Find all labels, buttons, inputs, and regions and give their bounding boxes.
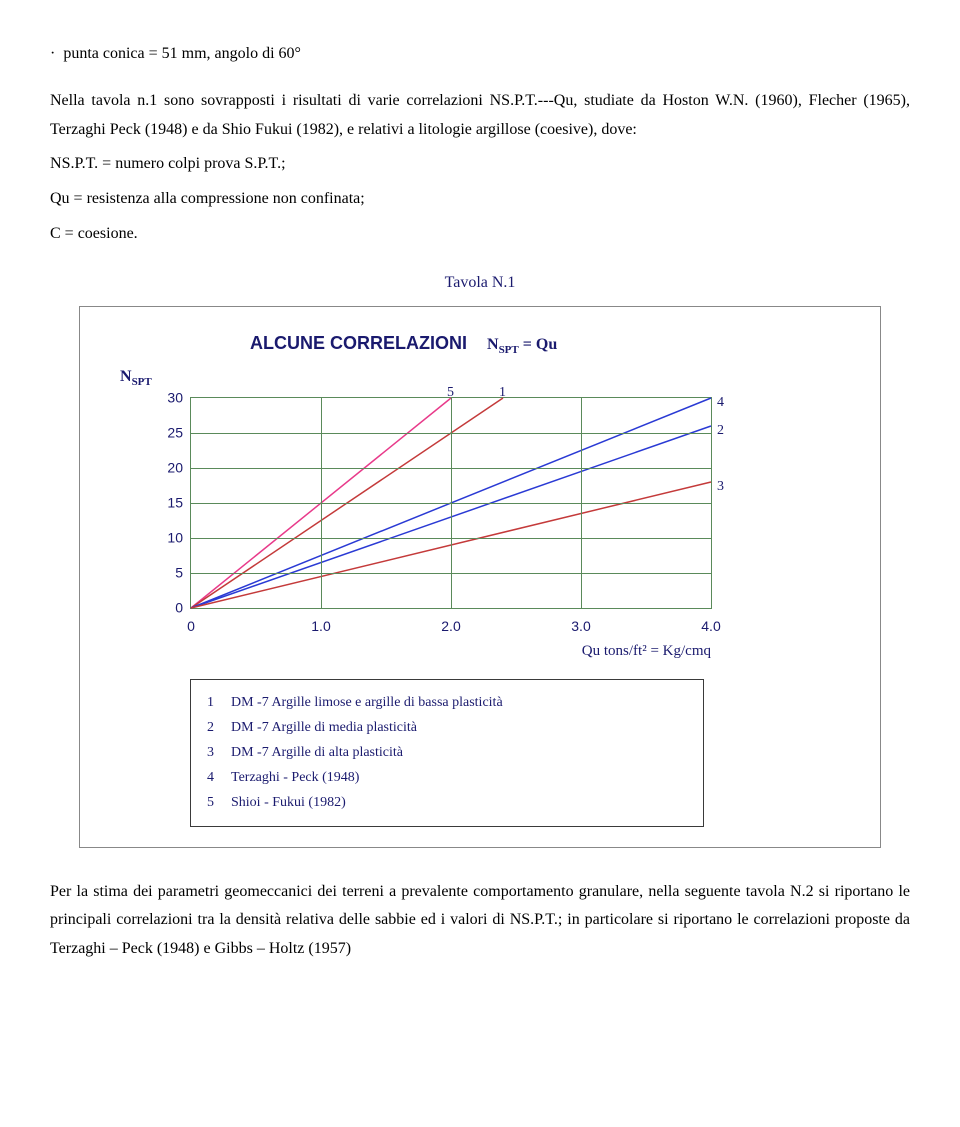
- legend-text-5: Shioi - Fukui (1982): [231, 790, 346, 815]
- ytick: 15: [167, 490, 183, 515]
- grid-h: [191, 468, 711, 469]
- intro-p1a: Nella tavola n.1 sono sovrapposti i risu…: [50, 92, 501, 109]
- legend-num-5: 5: [207, 790, 231, 815]
- legend-row-3: 3DM -7 Argille di alta plasticità: [207, 740, 687, 765]
- grid-h: [191, 573, 711, 574]
- xtick: 2.0: [441, 614, 460, 639]
- series-label-3: 3: [717, 474, 724, 499]
- chart-title-row: ALCUNE CORRELAZIONI NSPT = Qu: [120, 327, 840, 361]
- intro-p2c: = numero colpi prova S.P.T.;: [98, 155, 285, 172]
- legend-row-1: 1DM -7 Argille limose e argille di bassa…: [207, 690, 687, 715]
- intro-p4: C = coesione.: [50, 220, 910, 249]
- legend-num-1: 1: [207, 690, 231, 715]
- grid-h: [191, 433, 711, 434]
- y-axis-label-sub: SPT: [132, 376, 152, 388]
- chart-title: ALCUNE CORRELAZIONI: [250, 327, 467, 359]
- chart-outer-box: ALCUNE CORRELAZIONI NSPT = Qu NSPT Qu to…: [79, 306, 881, 848]
- ytick: 25: [167, 420, 183, 445]
- chart-title-eq: NSPT = Qu: [487, 331, 557, 361]
- series-label-5: 5: [447, 380, 454, 405]
- intro-p2: NS.P.T. = numero colpi prova S.P.T.;: [50, 150, 910, 179]
- intro-p1: Nella tavola n.1 sono sovrapposti i risu…: [50, 87, 910, 145]
- bullet-line: · punta conica = 51 mm, angolo di 60°: [50, 40, 910, 69]
- series-label-4: 4: [717, 390, 724, 415]
- legend-text-1: DM -7 Argille limose e argille di bassa …: [231, 690, 503, 715]
- xtick: 0: [187, 614, 195, 639]
- xtick: 4.0: [701, 614, 720, 639]
- eq-left: N: [487, 336, 499, 353]
- legend-num-3: 3: [207, 740, 231, 765]
- footer-p: Per la stima dei parametri geomeccanici …: [50, 878, 910, 964]
- intro-p2a: N: [50, 155, 62, 172]
- ytick: 5: [175, 560, 183, 585]
- y-axis-label: NSPT: [120, 363, 152, 393]
- legend-num-2: 2: [207, 715, 231, 740]
- y-axis-label-n: N: [120, 368, 132, 385]
- intro-p3: Qu = resistenza alla compressione non co…: [50, 185, 910, 214]
- legend-box: 1DM -7 Argille limose e argille di bassa…: [190, 679, 704, 827]
- grid-h: [191, 503, 711, 504]
- x-axis-label: Qu tons/ft² = Kg/cmq: [582, 638, 711, 665]
- legend-row-4: 4Terzaghi - Peck (1948): [207, 765, 687, 790]
- tavola-label: Tavola N.1: [50, 269, 910, 298]
- bullet-dot: ·: [50, 45, 63, 62]
- eq-sub: SPT: [499, 344, 519, 356]
- bullet-text: punta conica = 51 mm, angolo di 60°: [63, 45, 301, 62]
- footer-p1b: S.P.T.: [521, 911, 558, 928]
- series-label-1: 1: [499, 380, 506, 405]
- grid-h: [191, 538, 711, 539]
- legend-row-5: 5Shioi - Fukui (1982): [207, 790, 687, 815]
- ytick: 0: [175, 595, 183, 620]
- legend-text-2: DM -7 Argille di media plasticità: [231, 715, 417, 740]
- chart-plot-area: Qu tons/ft² = Kg/cmq 01.02.03.04.0051015…: [190, 397, 712, 609]
- eq-right: = Qu: [519, 336, 557, 353]
- legend-text-4: Terzaghi - Peck (1948): [231, 765, 359, 790]
- xtick: 1.0: [311, 614, 330, 639]
- intro-p2b: S.P.T.: [62, 155, 99, 172]
- legend-text-3: DM -7 Argille di alta plasticità: [231, 740, 403, 765]
- series-label-2: 2: [717, 418, 724, 443]
- intro-p1b: S.P.T.: [501, 92, 538, 109]
- ytick: 30: [167, 385, 183, 410]
- ytick: 20: [167, 455, 183, 480]
- legend-row-2: 2DM -7 Argille di media plasticità: [207, 715, 687, 740]
- ytick: 10: [167, 525, 183, 550]
- xtick: 3.0: [571, 614, 590, 639]
- legend-num-4: 4: [207, 765, 231, 790]
